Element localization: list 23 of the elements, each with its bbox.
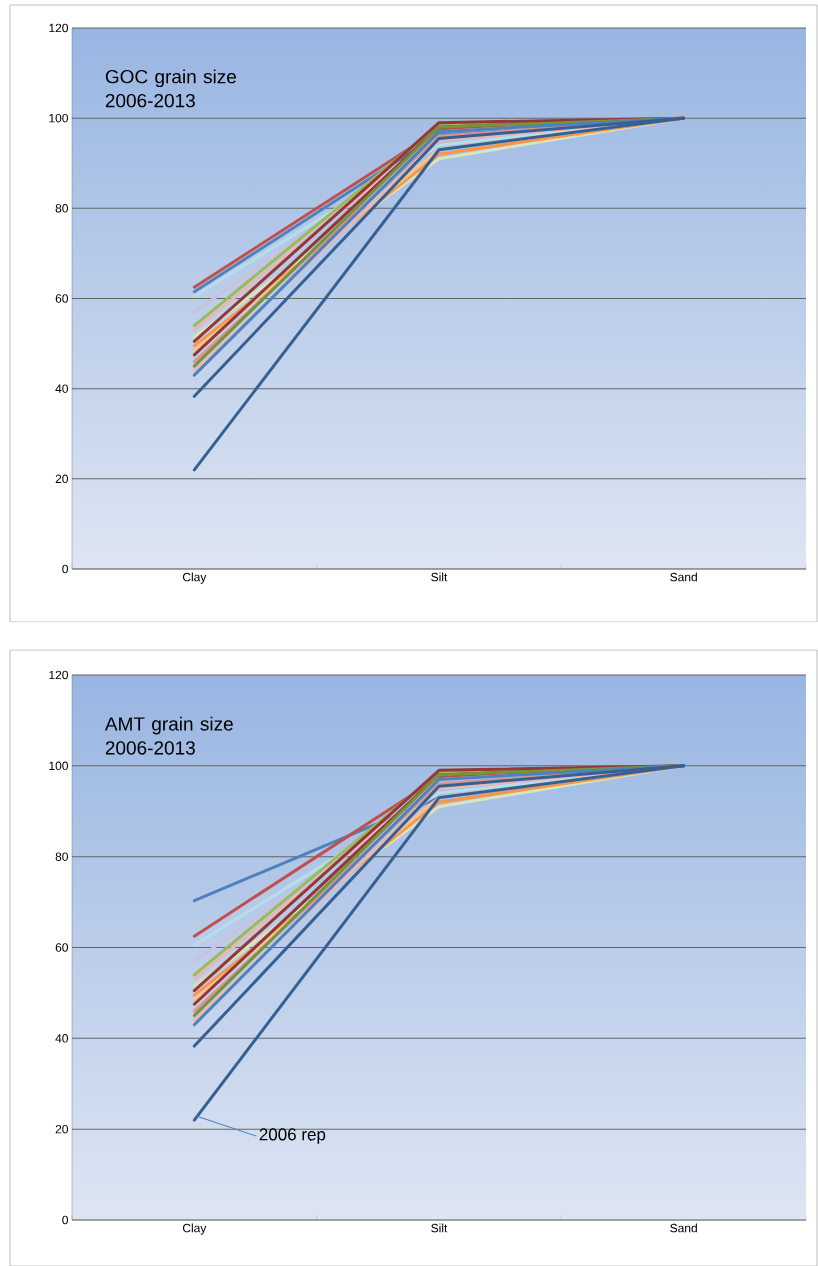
y-tick-label: 60 <box>55 294 68 303</box>
y-tick-label: 40 <box>55 1034 68 1043</box>
y-tick-label: 0 <box>62 1215 68 1225</box>
x-tick-label: Sand <box>670 1223 697 1233</box>
annotation: 2006 rep <box>259 1128 326 1144</box>
text: AMT grain size 2006-2013 <box>104 716 233 755</box>
x-tick-label: Silt <box>431 572 448 582</box>
y-tick-label: 20 <box>55 474 68 484</box>
y-tick-label: 100 <box>49 113 68 123</box>
y-tick-label: 0 <box>62 564 68 574</box>
x-tick-label: Clay <box>182 1223 207 1235</box>
y-tick-label: 60 <box>55 943 68 952</box>
y-tick-label: 80 <box>55 204 68 213</box>
x-tick-label: Silt <box>431 1223 448 1233</box>
x-tick-label: Clay <box>182 572 207 584</box>
y-tick-label: 80 <box>55 852 68 861</box>
text: GOC grain size 2006-2013 <box>105 69 236 108</box>
y-tick-label: 40 <box>55 384 68 393</box>
y-tick-label: 120 <box>49 23 68 33</box>
x-tick-label: Sand <box>670 572 697 582</box>
y-tick-label: 20 <box>55 1124 68 1134</box>
y-tick-label: 100 <box>49 761 68 771</box>
y-tick-label: 120 <box>49 670 68 680</box>
